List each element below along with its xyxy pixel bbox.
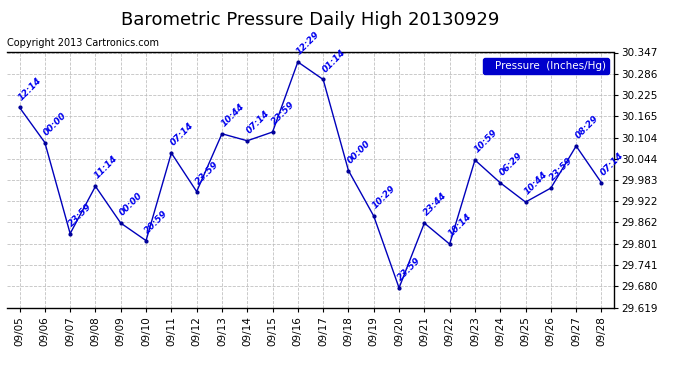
Legend: Pressure  (Inches/Hg): Pressure (Inches/Hg) <box>483 58 609 74</box>
Text: 23:44: 23:44 <box>422 191 448 217</box>
Text: 11:14: 11:14 <box>92 154 119 181</box>
Text: 12:14: 12:14 <box>17 75 43 102</box>
Text: 07:14: 07:14 <box>168 121 195 147</box>
Text: 12:29: 12:29 <box>295 30 322 56</box>
Text: 06:29: 06:29 <box>497 151 524 177</box>
Text: Copyright 2013 Cartronics.com: Copyright 2013 Cartronics.com <box>7 38 159 48</box>
Text: 08:29: 08:29 <box>573 114 600 141</box>
Text: 10:14: 10:14 <box>447 212 473 238</box>
Text: 10:44: 10:44 <box>219 102 246 128</box>
Text: 00:00: 00:00 <box>118 191 145 217</box>
Text: 20:59: 20:59 <box>144 209 170 235</box>
Text: 10:59: 10:59 <box>472 128 499 154</box>
Text: 01:14: 01:14 <box>320 47 347 74</box>
Text: 00:00: 00:00 <box>346 138 373 165</box>
Text: Barometric Pressure Daily High 20130929: Barometric Pressure Daily High 20130929 <box>121 11 500 29</box>
Text: 23:59: 23:59 <box>194 159 221 186</box>
Text: 23:59: 23:59 <box>68 201 94 228</box>
Text: 23:59: 23:59 <box>396 256 423 282</box>
Text: 10:29: 10:29 <box>371 184 397 210</box>
Text: 23:59: 23:59 <box>270 100 297 126</box>
Text: 00:00: 00:00 <box>42 110 69 137</box>
Text: 07:14: 07:14 <box>244 109 271 135</box>
Text: 10:44: 10:44 <box>523 170 549 196</box>
Text: 07:14: 07:14 <box>599 151 625 177</box>
Text: 23:59: 23:59 <box>548 156 575 183</box>
